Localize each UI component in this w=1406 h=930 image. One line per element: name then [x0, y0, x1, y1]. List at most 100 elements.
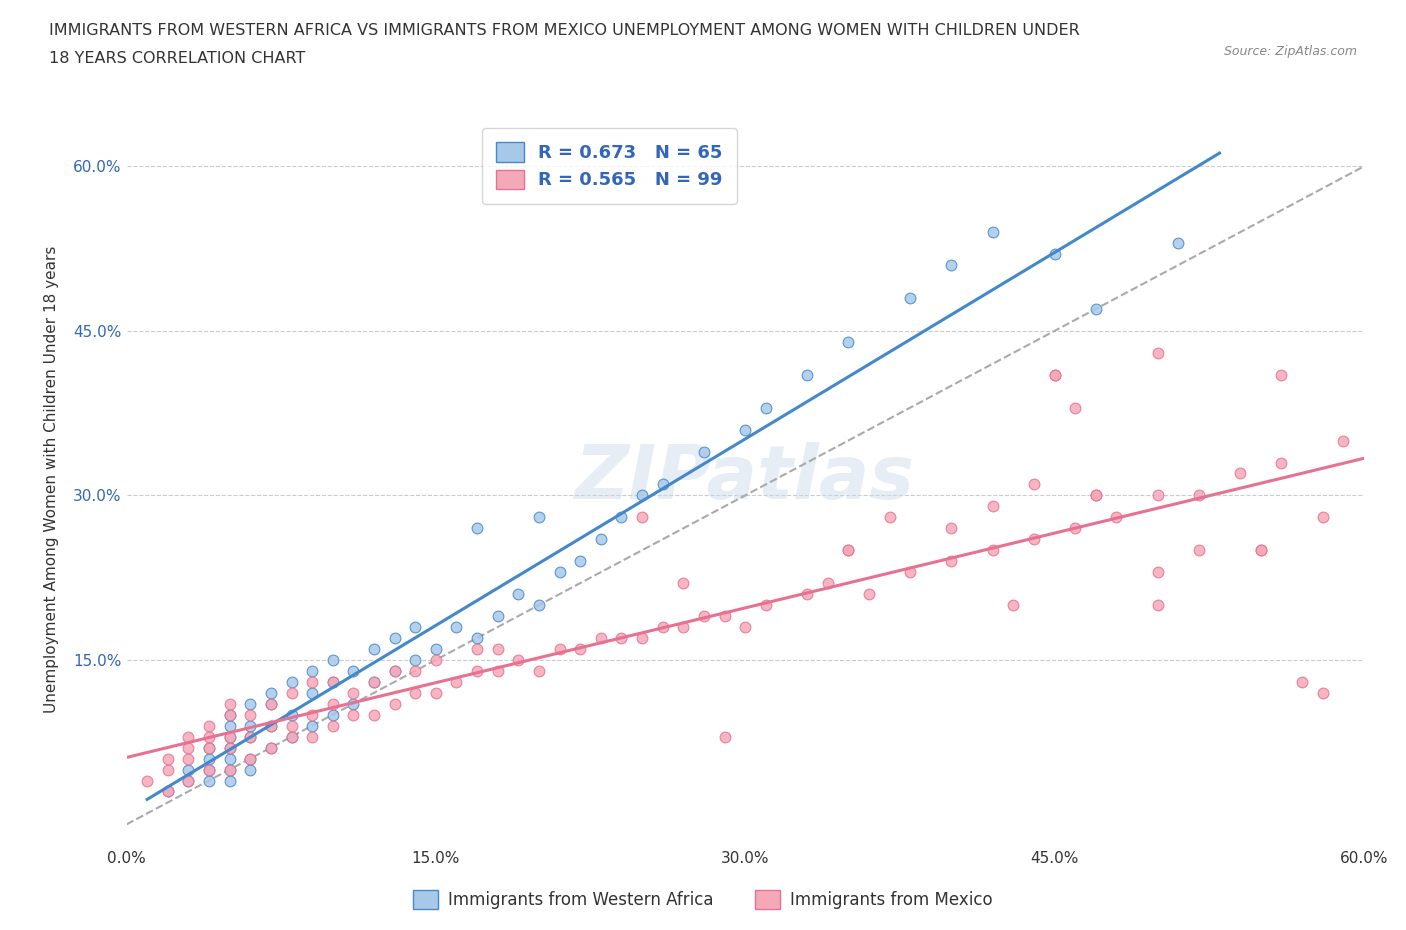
Point [177, 751, 200, 766]
Point [1312, 510, 1334, 525]
Point [218, 718, 240, 733]
Point [177, 762, 200, 777]
Point [631, 631, 654, 645]
Point [1250, 543, 1272, 558]
Point [1229, 466, 1251, 481]
Point [631, 510, 654, 525]
Point [672, 576, 695, 591]
Point [1043, 367, 1066, 382]
Point [1146, 345, 1168, 360]
Point [384, 663, 406, 678]
Point [363, 674, 385, 689]
Point [301, 729, 323, 744]
Point [465, 631, 488, 645]
Point [218, 740, 240, 755]
Point [404, 619, 426, 634]
Point [301, 718, 323, 733]
Point [177, 729, 200, 744]
Point [363, 708, 385, 723]
Point [1043, 367, 1066, 382]
Point [218, 708, 240, 723]
Point [177, 740, 200, 755]
Point [384, 631, 406, 645]
Point [1146, 598, 1168, 613]
Point [280, 685, 302, 700]
Point [156, 751, 179, 766]
Point [837, 543, 859, 558]
Point [1270, 367, 1292, 382]
Point [198, 762, 221, 777]
Point [1331, 433, 1354, 448]
Point [1105, 510, 1128, 525]
Point [156, 762, 179, 777]
Point [1084, 488, 1107, 503]
Point [218, 751, 240, 766]
Point [384, 697, 406, 711]
Point [713, 608, 735, 623]
Point [941, 553, 963, 568]
Point [508, 587, 530, 602]
Point [239, 718, 262, 733]
Point [858, 587, 880, 602]
Point [239, 697, 262, 711]
Point [734, 619, 756, 634]
Point [280, 674, 302, 689]
Point [260, 718, 283, 733]
Point [796, 367, 818, 382]
Point [198, 740, 221, 755]
Point [218, 697, 240, 711]
Point [239, 751, 262, 766]
Point [879, 510, 901, 525]
Point [1043, 246, 1066, 261]
Point [177, 773, 200, 788]
Point [1188, 543, 1211, 558]
Y-axis label: Unemployment Among Women with Children Under 18 years: Unemployment Among Women with Children U… [45, 246, 59, 712]
Point [322, 708, 344, 723]
Point [260, 718, 283, 733]
Point [218, 762, 240, 777]
Legend: R = 0.673   N = 65, R = 0.565   N = 99: R = 0.673 N = 65, R = 0.565 N = 99 [482, 128, 737, 204]
Point [1146, 488, 1168, 503]
Point [239, 751, 262, 766]
Point [425, 642, 447, 657]
Point [301, 663, 323, 678]
Point [1291, 674, 1313, 689]
Point [1022, 532, 1045, 547]
Text: ZIPatlas: ZIPatlas [575, 443, 915, 515]
Point [981, 543, 1004, 558]
Point [548, 565, 571, 579]
Point [218, 708, 240, 723]
Point [1084, 301, 1107, 316]
Point [342, 663, 364, 678]
Point [486, 663, 509, 678]
Point [301, 674, 323, 689]
Point [322, 653, 344, 668]
Point [1022, 477, 1045, 492]
Point [713, 729, 735, 744]
Point [342, 708, 364, 723]
Point [817, 576, 839, 591]
Point [280, 729, 302, 744]
Point [446, 619, 468, 634]
Point [1270, 455, 1292, 470]
Point [465, 663, 488, 678]
Text: Source: ZipAtlas.com: Source: ZipAtlas.com [1223, 45, 1357, 58]
Point [1146, 565, 1168, 579]
Point [425, 685, 447, 700]
Point [218, 773, 240, 788]
Point [446, 674, 468, 689]
Point [465, 642, 488, 657]
Point [898, 565, 921, 579]
Point [837, 543, 859, 558]
Point [156, 784, 179, 799]
Point [218, 729, 240, 744]
Point [981, 225, 1004, 240]
Point [198, 718, 221, 733]
Point [198, 729, 221, 744]
Point [260, 697, 283, 711]
Point [610, 631, 633, 645]
Text: IMMIGRANTS FROM WESTERN AFRICA VS IMMIGRANTS FROM MEXICO UNEMPLOYMENT AMONG WOME: IMMIGRANTS FROM WESTERN AFRICA VS IMMIGR… [49, 23, 1080, 38]
Point [527, 663, 550, 678]
Point [280, 729, 302, 744]
Point [363, 674, 385, 689]
